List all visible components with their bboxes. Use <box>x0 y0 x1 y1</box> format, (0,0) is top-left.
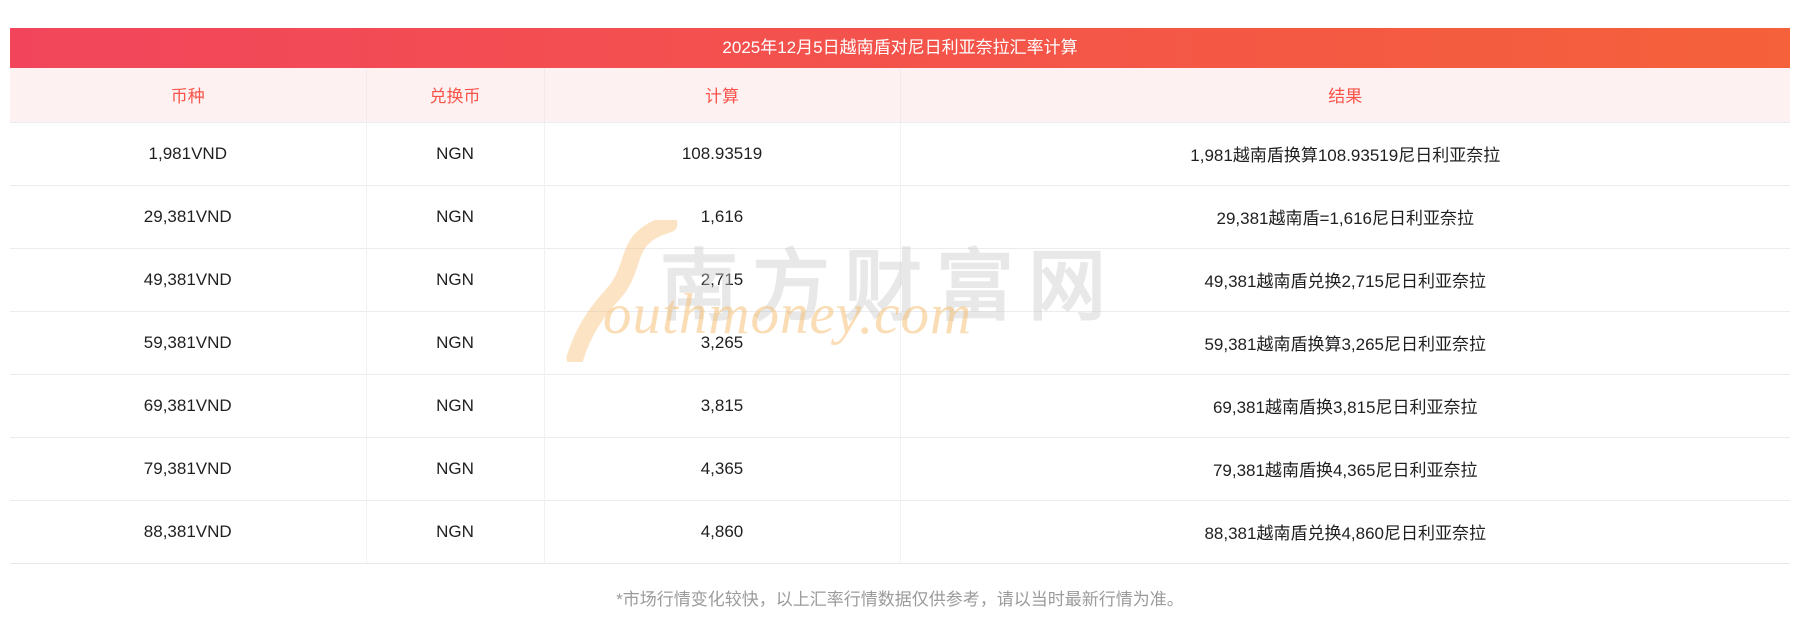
cell-result: 59,381越南盾换算3,265尼日利亚奈拉 <box>900 310 1790 374</box>
exchange-rate-page: 2025年12月5日越南盾对尼日利亚奈拉汇率计算 币种 兑换币 计算 结果 1,… <box>10 28 1790 609</box>
cell-exchange-currency: NGN <box>366 373 545 437</box>
cell-calculation: 4,365 <box>544 436 901 500</box>
header-result: 结果 <box>900 68 1790 122</box>
cell-currency: 69,381VND <box>10 373 367 437</box>
table-row: 59,381VND NGN 3,265 59,381越南盾换算3,265尼日利亚… <box>10 310 1790 374</box>
table-body: 1,981VND NGN 108.93519 1,981越南盾换算108.935… <box>10 121 1790 564</box>
header-currency: 币种 <box>10 68 367 122</box>
cell-exchange-currency: NGN <box>366 436 545 500</box>
cell-calculation: 2,715 <box>544 247 901 311</box>
cell-exchange-currency: NGN <box>366 499 545 564</box>
cell-calculation: 1,616 <box>544 184 901 248</box>
table-row: 1,981VND NGN 108.93519 1,981越南盾换算108.935… <box>10 121 1790 185</box>
table-row: 49,381VND NGN 2,715 49,381越南盾兑换2,715尼日利亚… <box>10 247 1790 311</box>
cell-calculation: 4,860 <box>544 499 901 564</box>
table-header-row: 币种 兑换币 计算 结果 <box>10 68 1790 122</box>
cell-currency: 29,381VND <box>10 184 367 248</box>
cell-exchange-currency: NGN <box>366 184 545 248</box>
table-row: 69,381VND NGN 3,815 69,381越南盾换3,815尼日利亚奈… <box>10 373 1790 437</box>
exchange-rate-table: 币种 兑换币 计算 结果 1,981VND NGN 108.93519 1,98… <box>10 68 1790 564</box>
disclaimer-text: *市场行情变化较快，以上汇率行情数据仅供参考，请以当时最新行情为准。 <box>616 589 1184 609</box>
table-row: 29,381VND NGN 1,616 29,381越南盾=1,616尼日利亚奈… <box>10 184 1790 248</box>
cell-currency: 59,381VND <box>10 310 367 374</box>
cell-exchange-currency: NGN <box>366 247 545 311</box>
table-row: 79,381VND NGN 4,365 79,381越南盾换4,365尼日利亚奈… <box>10 436 1790 500</box>
header-exchange-currency: 兑换币 <box>366 68 545 122</box>
cell-result: 88,381越南盾兑换4,860尼日利亚奈拉 <box>900 499 1790 564</box>
cell-currency: 88,381VND <box>10 499 367 564</box>
page-title: 2025年12月5日越南盾对尼日利亚奈拉汇率计算 <box>10 28 1790 68</box>
table-row: 88,381VND NGN 4,860 88,381越南盾兑换4,860尼日利亚… <box>10 499 1790 564</box>
cell-exchange-currency: NGN <box>366 310 545 374</box>
cell-calculation: 108.93519 <box>544 121 901 185</box>
cell-result: 29,381越南盾=1,616尼日利亚奈拉 <box>900 184 1790 248</box>
cell-exchange-currency: NGN <box>366 121 545 185</box>
header-calculation: 计算 <box>544 68 901 122</box>
cell-currency: 1,981VND <box>10 121 367 185</box>
cell-calculation: 3,265 <box>544 310 901 374</box>
cell-currency: 49,381VND <box>10 247 367 311</box>
cell-result: 49,381越南盾兑换2,715尼日利亚奈拉 <box>900 247 1790 311</box>
cell-currency: 79,381VND <box>10 436 367 500</box>
cell-result: 79,381越南盾换4,365尼日利亚奈拉 <box>900 436 1790 500</box>
cell-result: 1,981越南盾换算108.93519尼日利亚奈拉 <box>900 121 1790 185</box>
cell-calculation: 3,815 <box>544 373 901 437</box>
cell-result: 69,381越南盾换3,815尼日利亚奈拉 <box>900 373 1790 437</box>
